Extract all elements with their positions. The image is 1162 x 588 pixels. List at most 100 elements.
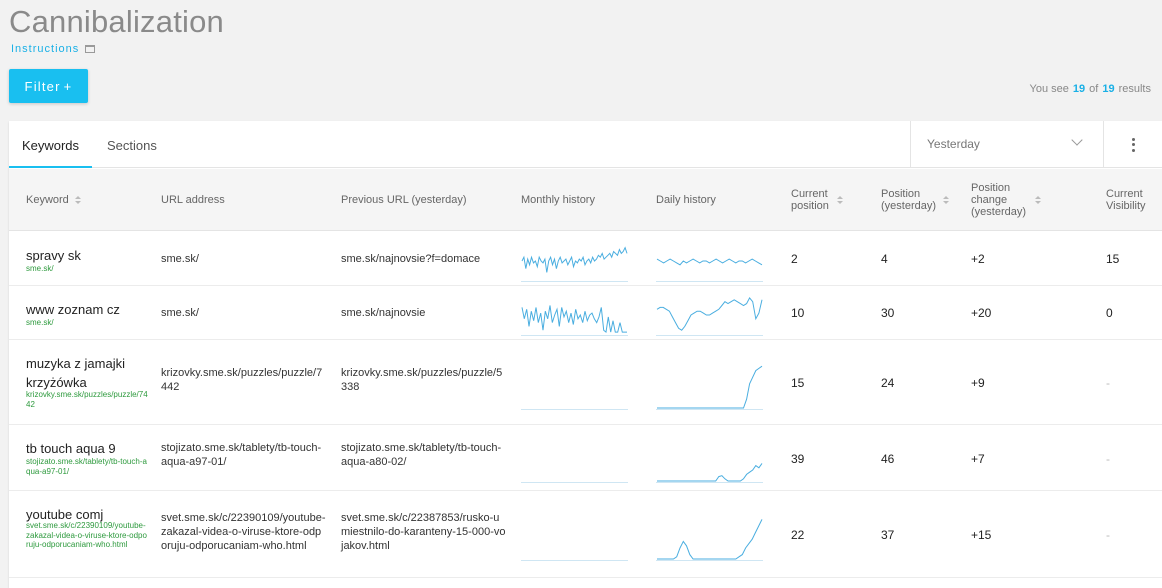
current-position-value: 2 [791,252,798,266]
col-prev-url: Previous URL (yesterday) [341,169,467,231]
sparkline-line [657,519,763,560]
col-position-yesterday[interactable]: Position (yesterday) [881,169,949,231]
col-url: URL address [161,169,225,231]
position-yesterday-value: 24 [881,376,895,390]
monthly-history [521,238,628,287]
daily-history [656,238,763,287]
url-cell[interactable]: sme.sk/ [161,307,199,319]
col-keyword[interactable]: Keyword [26,169,81,231]
col-current-position-label: Current position [791,188,829,212]
chevron-down-icon [1071,134,1083,146]
prev-url-cell[interactable]: sme.sk/najnovsie [341,307,426,319]
col-daily: Daily history [656,169,716,231]
keyword-text: spravy sk [26,248,81,263]
keyword-url-link[interactable]: sme.sk/ [26,318,54,327]
current-position-value: 22 [791,528,805,542]
tab-keywords[interactable]: Keywords [9,121,92,168]
plus-icon: + [63,78,73,94]
keyword-url-link[interactable]: krizovky.sme.sk/puzzles/puzzle/7442 [26,390,148,409]
sparkline-line [521,305,627,334]
col-current-visibility-label: Current Visibility [1106,188,1146,212]
sparkline-line [657,463,763,482]
sort-icon[interactable] [1035,196,1041,204]
col-position-change[interactable]: Position change (yesterday) [971,169,1041,231]
col-current-visibility[interactable]: Current Visibility [1106,169,1152,231]
keyword-url-link[interactable]: sme.sk/ [26,264,54,273]
current-position-value: 39 [791,452,805,466]
sparkline-line [521,246,628,273]
col-position-change-label: Position change (yesterday) [971,182,1027,218]
position-yesterday-value: 37 [881,528,895,542]
book-icon [85,45,96,53]
sort-icon[interactable] [837,196,843,204]
results-shown: 19 [1072,83,1086,95]
col-url-label: URL address [161,194,225,206]
more-vertical-icon[interactable] [1103,121,1162,168]
url-cell[interactable]: krizovky.sme.sk/puzzles/puzzle/7442 [161,367,323,393]
url-cell[interactable]: sme.sk/ [161,253,199,265]
monthly-history [521,360,628,415]
col-current-position[interactable]: Current position [791,169,843,231]
date-select[interactable]: Yesterday [910,121,1103,168]
keyword-text: tb touch aqua 9 [26,441,116,456]
prev-url-cell[interactable]: svet.sme.sk/c/22387853/rusko-umiestnilo-… [341,512,506,552]
results-count: You see 19 of 19 results [1030,83,1151,95]
instructions-label[interactable]: Instructions [11,43,80,55]
filter-label: Filter [24,78,61,94]
daily-history [656,511,763,566]
daily-history [656,433,763,488]
current-position-value: 10 [791,306,805,320]
sparkline [656,519,763,561]
table-row[interactable]: muzyka z jamajki krzyżówka krizovky.sme.s… [9,340,1162,425]
tab-sections[interactable]: Sections [107,138,157,153]
visibility-value: 15 [1106,252,1120,266]
table-row[interactable]: www zoznam cz sme.sk/sme.sk/sme.sk/najnov… [9,286,1162,340]
sparkline [521,482,628,483]
table-row[interactable]: youtube comj svet.sme.sk/c/22390109/youtu… [9,491,1162,578]
visibility-value: - [1106,452,1110,466]
results-prefix: You see [1029,83,1069,95]
sparkline [521,305,628,336]
visibility-value: 0 [1106,306,1113,320]
sparkline [656,463,763,483]
monthly-history [521,433,628,488]
position-yesterday-value: 4 [881,252,888,266]
sparkline-line [656,296,763,331]
position-yesterday-value: 46 [881,452,895,466]
table-row[interactable]: tb touch aqua 9 stojizato.sme.sk/tablety/… [9,425,1162,491]
position-change-value: +9 [971,376,985,390]
sparkline [521,409,628,410]
daily-history [656,292,763,341]
sparkline [656,296,763,336]
url-cell[interactable]: stojizato.sme.sk/tablety/tb-touch-aqua-a… [161,442,322,468]
page-title: Cannibalization [9,4,224,39]
position-change-value: +15 [971,528,992,542]
sparkline-line [657,365,763,409]
results-total: 19 [1102,83,1115,95]
position-change-value: +20 [971,306,992,320]
position-change-value: +2 [971,252,985,266]
table-header: Keyword URL address Previous URL (yester… [9,169,1162,231]
prev-url-cell[interactable]: krizovky.sme.sk/puzzles/puzzle/5338 [341,367,503,393]
position-change-value: +7 [971,452,985,466]
url-cell[interactable]: svet.sme.sk/c/22390109/youtube-zakazal-v… [161,512,326,552]
instructions-link[interactable]: Instructions [11,43,96,55]
sparkline [521,560,628,561]
current-position-value: 15 [791,376,805,390]
sort-icon[interactable] [943,196,949,204]
table-row[interactable]: spravy sk sme.sk/sme.sk/sme.sk/najnovsie?… [9,232,1162,286]
results-of: of [1089,83,1099,95]
keyword-url-link[interactable]: svet.sme.sk/c/22390109/youtube-zakazal-v… [26,521,147,549]
monthly-history [521,292,628,341]
prev-url-cell[interactable]: stojizato.sme.sk/tablety/tb-touch-aqua-a… [341,442,502,468]
keyword-url-link[interactable]: stojizato.sme.sk/tablety/tb-touch-aqua-a… [26,457,147,476]
col-monthly-label: Monthly history [521,194,595,206]
col-keyword-label: Keyword [26,194,69,206]
visibility-value: - [1106,376,1110,390]
filter-button[interactable]: Filter + [9,69,88,103]
daily-history [656,360,763,415]
keyword-text: www zoznam cz [26,302,120,317]
prev-url-cell[interactable]: sme.sk/najnovsie?f=domace [341,253,481,265]
sort-icon[interactable] [74,196,81,204]
keywords-card: Keywords Sections Yesterday Keyword URL … [9,121,1162,588]
